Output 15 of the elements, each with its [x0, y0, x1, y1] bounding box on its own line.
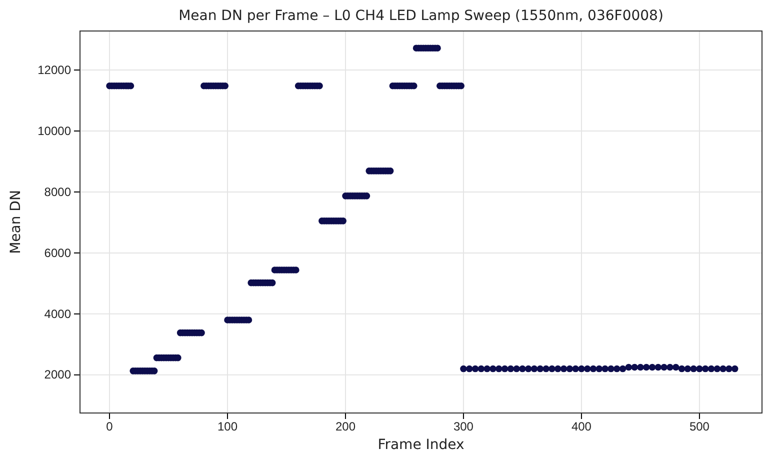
y-tick-label: 12000 — [38, 62, 72, 77]
y-tick-label: 6000 — [44, 246, 72, 260]
x-tick-label: 200 — [335, 420, 356, 434]
x-tick-label: 400 — [571, 420, 592, 434]
x-axis-title: Frame Index — [378, 437, 464, 453]
x-tick-label: 500 — [689, 420, 710, 434]
chart-title: Mean DN per Frame – L0 CH4 LED Lamp Sweep (1550nm, 036F0008) — [178, 8, 664, 24]
x-tick-label: 300 — [453, 420, 474, 434]
x-tick-label: 0 — [106, 420, 114, 434]
y-tick-label: 4000 — [44, 306, 72, 321]
y-tick-label: 8000 — [44, 184, 72, 199]
x-tick-label: 100 — [217, 420, 238, 434]
y-tick-label: 10000 — [38, 124, 72, 138]
y-axis-title: Mean DN — [8, 190, 24, 254]
y-tick-label: 2000 — [44, 368, 72, 382]
